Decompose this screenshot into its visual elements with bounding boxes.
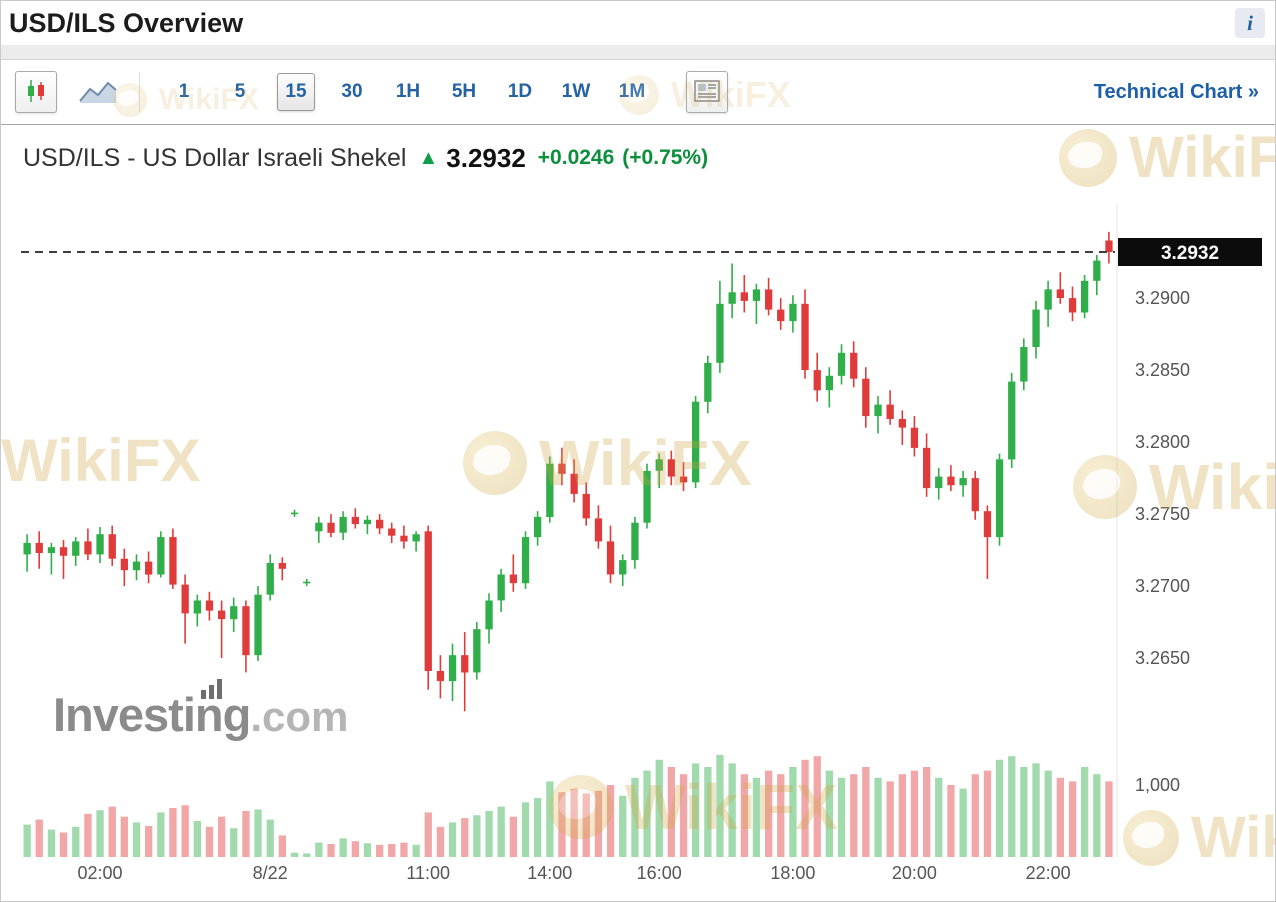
svg-text:8/22: 8/22	[253, 863, 288, 883]
page-title: USD/ILS Overview	[9, 7, 244, 38]
timeframe-1[interactable]: 1	[178, 81, 190, 102]
svg-text:3.2850: 3.2850	[1135, 360, 1190, 380]
chart-panel: USD/ILS - US Dollar Israeli Shekel ▲ 3.2…	[1, 125, 1275, 899]
info-icon: i	[1247, 10, 1253, 35]
line-chart-icon	[78, 77, 118, 108]
price-change: +0.0246	[537, 146, 615, 169]
candlestick-chart[interactable]: 3.2900 3.2850 3.2800 3.2750 3.2700 3.2650 1,00…	[1, 191, 1273, 899]
svg-text:22:00: 22:00	[1026, 863, 1071, 883]
svg-text:16:00: 16:00	[637, 863, 682, 883]
timeframe-30[interactable]: 30	[341, 81, 363, 102]
timeframe-selector: 1 5 15 30 1H 5H 1D 1W 1M	[156, 73, 660, 111]
candles-layer	[23, 231, 1113, 712]
newspaper-icon	[694, 79, 720, 105]
toolbar-divider	[139, 72, 140, 112]
timeframe-5[interactable]: 5	[234, 81, 246, 102]
svg-text:02:00: 02:00	[77, 863, 122, 883]
timeframe-15[interactable]: 15	[277, 73, 315, 111]
time-axis: 02:00 8/22 11:00 14:00 16:00 18:00 20:00 22:00	[77, 863, 1070, 883]
svg-text:3.2932: 3.2932	[1161, 243, 1219, 264]
svg-text:3.2800: 3.2800	[1135, 432, 1190, 452]
svg-text:20:00: 20:00	[892, 863, 937, 883]
news-button[interactable]	[686, 71, 728, 113]
candlestick-chart-type-button[interactable]	[15, 71, 57, 113]
timeframe-5h[interactable]: 5H	[451, 81, 477, 102]
svg-text:1,000: 1,000	[1135, 775, 1180, 795]
svg-text:3.2700: 3.2700	[1135, 576, 1190, 596]
technical-chart-link[interactable]: Technical Chart »	[1093, 80, 1259, 103]
price-axis: 3.2900 3.2850 3.2800 3.2750 3.2700 3.2650 1,00…	[1116, 204, 1190, 857]
last-price: 3.2932	[446, 142, 526, 173]
svg-text:11:00: 11:00	[406, 863, 450, 883]
price-change-percent: (+0.75%)	[622, 146, 709, 169]
candlestick-icon	[23, 78, 49, 107]
svg-text:18:00: 18:00	[770, 863, 815, 883]
last-price-tag: 3.2932	[1118, 237, 1262, 266]
svg-text:3.2650: 3.2650	[1135, 648, 1190, 668]
timeframe-1d[interactable]: 1D	[507, 81, 533, 102]
instrument-header: USD/ILS - US Dollar Israeli Shekel ▲ 3.2…	[1, 125, 1275, 191]
timeframe-1m[interactable]: 1M	[618, 81, 646, 102]
svg-text:3.2900: 3.2900	[1135, 288, 1190, 308]
timeframe-1w[interactable]: 1W	[561, 81, 591, 102]
chart-toolbar: 1 5 15 30 1H 5H 1D 1W 1M Tec	[1, 59, 1275, 125]
title-bar: USD/ILS Overview i	[1, 1, 1275, 45]
timeframe-1h[interactable]: 1H	[395, 81, 421, 102]
volume-layer	[23, 754, 1113, 857]
info-button[interactable]: i	[1235, 8, 1265, 38]
up-arrow-icon: ▲	[418, 146, 439, 169]
instrument-name: USD/ILS - US Dollar Israeli Shekel	[23, 143, 407, 172]
svg-text:3.2750: 3.2750	[1135, 504, 1190, 524]
svg-text:14:00: 14:00	[527, 863, 572, 883]
line-chart-type-button[interactable]	[77, 71, 119, 113]
divider	[1, 45, 1275, 59]
